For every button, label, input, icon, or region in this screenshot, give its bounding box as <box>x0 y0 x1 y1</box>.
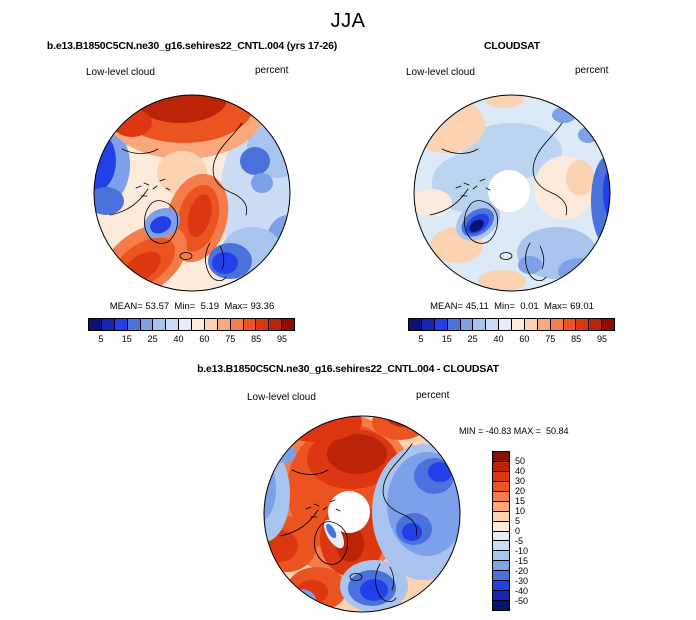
polar-data-gap <box>488 170 530 212</box>
colorbar-cells <box>88 318 295 331</box>
colorbar-cells <box>408 318 615 331</box>
obs-panel-title: CLOUDSAT <box>484 40 540 52</box>
obs-map-fill-blobs <box>414 95 610 291</box>
map-boundary-circle <box>263 415 461 613</box>
difference-panel-title: b.e13.B1850C5CN.ne30_g16.sehires22_CNTL.… <box>197 363 499 375</box>
season-title: JJA <box>330 10 366 32</box>
model-panel-title: b.e13.B1850C5CN.ne30_g16.sehires22_CNTL.… <box>46 40 338 52</box>
obs-variable-label: Low-level cloud <box>406 67 475 78</box>
obs-panel: CLOUDSAT Low-level cloud percent <box>328 38 696 354</box>
model-stats-line: MEAN= 53.57 Min= 5.19 Max= 93.36 <box>109 301 275 312</box>
difference-colorbar: 50 40 30 20 15 10 5 0 -5 -10 -15 -20 -30 -40 -50 <box>492 451 528 611</box>
model-colorbar: 5 15 25 40 60 75 85 95 <box>88 318 295 348</box>
colorbar-tick-labels: 5 15 25 40 60 75 85 95 <box>418 334 608 344</box>
difference-map <box>263 415 461 613</box>
model-variable-label: Low-level cloud <box>86 67 155 78</box>
obs-stats-line: MEAN= 45.11 Min= 0.01 Max= 69.01 <box>430 301 594 312</box>
obs-units-label: percent <box>575 65 609 76</box>
coastlines <box>429 122 568 281</box>
difference-minmax-line: MIN = -40.83 MAX = 50.84 <box>459 426 569 436</box>
model-panel: b.e13.B1850C5CN.ne30_g16.sehires22_CNTL.… <box>8 38 376 354</box>
difference-variable-label: Low-level cloud <box>247 392 316 403</box>
map-boundary-circle <box>413 94 611 292</box>
model-map-fill-blobs <box>94 95 290 291</box>
colorbar-tick-labels: 5 15 25 40 60 75 85 95 <box>98 334 288 344</box>
colorbar-cells <box>492 451 510 611</box>
polar-data-gap <box>328 491 370 533</box>
difference-units-label: percent <box>416 390 450 401</box>
model-units-label: percent <box>255 65 289 76</box>
obs-colorbar: 5 15 25 40 60 75 85 95 <box>408 318 615 348</box>
coastlines <box>279 443 418 602</box>
model-map <box>93 94 291 292</box>
obs-map <box>413 94 611 292</box>
difference-panel: b.e13.B1850C5CN.ne30_g16.sehires22_CNTL.… <box>0 358 696 620</box>
coastlines <box>109 122 248 281</box>
difference-map-fill-blobs <box>264 416 460 612</box>
map-boundary-circle <box>93 94 291 292</box>
